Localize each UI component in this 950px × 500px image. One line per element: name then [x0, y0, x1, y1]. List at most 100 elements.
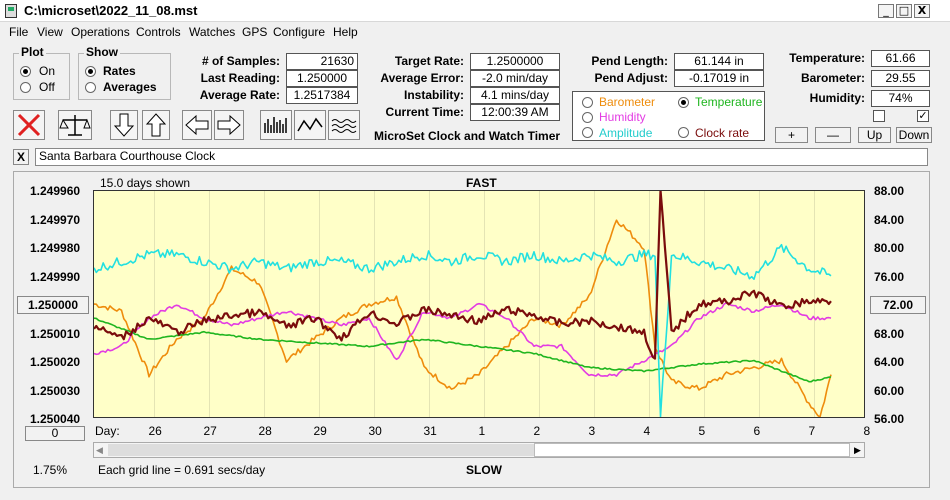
scroll-left-icon[interactable]: ◀	[96, 445, 103, 455]
chart-frame	[13, 171, 930, 488]
series-line-clock-rate	[93, 189, 832, 360]
current-time-label: Current Time:	[385, 105, 464, 119]
humidity-radio[interactable]	[582, 112, 593, 123]
up-arrow-icon	[145, 113, 167, 137]
grid-note: Each grid line = 0.691 secs/day	[98, 463, 266, 477]
menu-file[interactable]: File	[9, 25, 29, 39]
scroll-right-icon[interactable]: ▶	[854, 445, 861, 455]
days-shown: 15.0 days shown	[100, 176, 191, 190]
y-left-tick: 1.249990	[30, 270, 81, 284]
wave-graph-button[interactable]	[328, 110, 360, 140]
x-tick-label: 28	[258, 424, 272, 438]
plus-button[interactable]: +	[775, 127, 808, 143]
y-left-tick: 1.249980	[30, 241, 81, 255]
show-rates-radio[interactable]	[85, 66, 96, 77]
bar-graph-icon	[264, 117, 287, 133]
menu-controls[interactable]: Controls	[136, 25, 181, 39]
menu-operations[interactable]: Operations	[71, 25, 130, 39]
temperature-field: 61.66	[871, 50, 930, 67]
plot-area	[93, 189, 870, 418]
y-right-tick: 80.00	[874, 241, 905, 255]
instability-field: 4.1 mins/day	[470, 87, 560, 104]
slow-label: SLOW	[466, 463, 502, 477]
checkbox-1[interactable]	[873, 110, 885, 122]
right-arrow-button[interactable]	[214, 110, 244, 140]
horizontal-scrollbar[interactable]: ◀ ▶	[93, 442, 865, 458]
barometer-label: Barometer:	[800, 71, 865, 85]
temperature-option: Temperature	[695, 95, 763, 109]
line-graph-icon	[297, 117, 323, 132]
minus-button[interactable]: —	[815, 127, 851, 143]
y-left-tick: 1.249960	[30, 184, 81, 198]
series-line-barometer	[93, 219, 832, 418]
zero-button[interactable]: 0	[25, 426, 85, 441]
x-tick-label: 1	[478, 424, 486, 438]
plot-on-radio[interactable]	[20, 66, 31, 77]
clock-rate-option: Clock rate	[695, 126, 750, 140]
subtitle: MicroSet Clock and Watch Timer	[374, 129, 561, 143]
menu-view[interactable]: View	[37, 25, 63, 39]
app-icon	[5, 4, 17, 18]
down-arrow-button[interactable]	[110, 110, 138, 140]
average-rate-label: Average Rate:	[199, 88, 280, 102]
left-arrow-button[interactable]	[182, 110, 212, 140]
x-tick-label: 27	[203, 424, 217, 438]
show-rates-label: Rates	[103, 64, 136, 78]
temperature-radio[interactable]	[678, 97, 689, 108]
bar-graph-button[interactable]	[260, 110, 292, 140]
humidity-label: Humidity:	[809, 91, 865, 105]
menu-configure[interactable]: Configure	[273, 25, 326, 39]
center-rate-button[interactable]: 1.250000	[17, 296, 89, 314]
show-group	[78, 53, 171, 100]
y-left-tick: 1.250030	[30, 384, 81, 398]
y-right-tick: 60.00	[874, 384, 905, 398]
plot-group-title: Plot	[19, 45, 46, 59]
instability-label: Instability:	[403, 88, 464, 102]
fast-label: FAST	[466, 176, 497, 190]
red-x-icon	[17, 113, 41, 137]
x-tick-label: 26	[148, 424, 162, 438]
maximize-button[interactable]: □	[896, 4, 912, 18]
stop-button[interactable]	[13, 110, 45, 140]
x-tick-label: 3	[588, 424, 596, 438]
balance-button[interactable]	[58, 110, 92, 140]
scrollbar-thumb[interactable]	[534, 443, 850, 457]
current-time-field: 12:00:39 AM	[470, 104, 560, 121]
y-right-tick: 84.00	[874, 213, 905, 227]
plot-off-radio[interactable]	[20, 82, 31, 93]
x-tick-label: 6	[753, 424, 761, 438]
y-right-tick: 56.00	[874, 412, 905, 426]
down-button[interactable]: Down	[896, 127, 932, 143]
y-left-tick: 1.249970	[30, 213, 81, 227]
menu-help[interactable]: Help	[333, 25, 358, 39]
close-button[interactable]: X	[914, 4, 930, 18]
barometer-radio[interactable]	[582, 97, 593, 108]
target-rate-label: Target Rate:	[394, 54, 464, 68]
scale-icon	[59, 115, 91, 136]
temperature-label: Temperature:	[789, 51, 865, 65]
y-right-tick: 64.00	[874, 355, 905, 369]
target-rate-field: 1.2500000	[470, 53, 560, 70]
clock-name-input[interactable]: Santa Barbara Courthouse Clock	[35, 148, 928, 166]
plot-on-label: On	[39, 64, 56, 78]
checkbox-2[interactable]: ✓	[917, 110, 929, 122]
clock-rate-radio[interactable]	[678, 127, 689, 138]
amplitude-radio[interactable]	[582, 127, 593, 138]
barometer-field: 29.55	[871, 70, 930, 87]
average-error-label: Average Error:	[380, 71, 464, 85]
minimize-button[interactable]: _	[878, 4, 894, 18]
last-reading-field: 1.250000	[286, 70, 358, 87]
up-button[interactable]: Up	[858, 127, 891, 143]
center-temp-button[interactable]: 72.00	[870, 296, 926, 314]
samples-field: 21630	[286, 53, 358, 70]
chart-canvas	[93, 189, 870, 418]
menu-gps[interactable]: GPS	[242, 25, 268, 39]
up-arrow-button[interactable]	[142, 110, 170, 140]
humidity-field: 74%	[871, 90, 930, 107]
x-tick-label: 31	[423, 424, 437, 438]
humidity-option: Humidity	[599, 110, 646, 124]
show-averages-radio[interactable]	[85, 82, 96, 93]
menu-watches[interactable]: Watches	[189, 25, 236, 39]
clear-name-button[interactable]: X	[13, 149, 29, 165]
line-graph-button[interactable]	[294, 110, 326, 140]
